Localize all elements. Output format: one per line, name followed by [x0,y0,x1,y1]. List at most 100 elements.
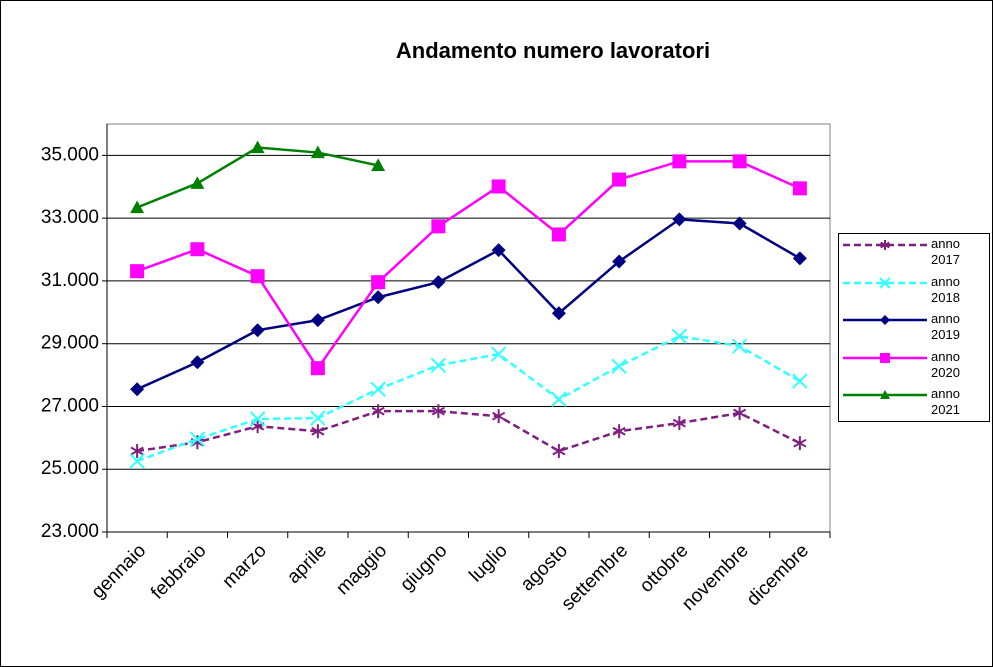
marker-stroke [879,276,891,289]
marker-stroke [551,391,567,407]
data-point [551,227,566,242]
y-tick-label: 23.000 [41,521,99,542]
marker-shape [310,145,325,159]
data-point [430,357,447,374]
marker-stroke [552,446,566,456]
legend: anno 2017 anno 2018 anno 2019 anno 2020 anno… [838,233,990,422]
legend-label: anno 2021 [931,386,960,417]
chart-title: Andamento numero lavoratori [396,38,710,63]
marker-shape [190,176,205,189]
data-point [490,346,507,362]
marker-shape [130,200,145,214]
marker-shape [371,290,386,305]
y-tick-label: 33.000 [41,207,99,228]
data-point [310,361,325,376]
data-point [552,444,566,459]
marker-shape [250,140,265,154]
x-tick-label: maggio [332,540,391,599]
marker-shape [371,158,386,172]
data-point [672,212,687,227]
marker-shape [880,390,890,399]
data-point [491,243,506,258]
data-point [310,410,326,426]
marker-shape [371,275,386,290]
data-point [732,216,747,231]
marker-shape [612,172,627,187]
marker-shape [880,315,890,325]
data-point [130,382,145,397]
x-tick-label: febbraio [147,540,210,603]
marker-stroke [612,426,626,436]
data-point [731,338,748,354]
data-point [672,416,686,431]
data-point [431,275,446,290]
marker-stroke [310,410,326,426]
data-point [311,424,325,439]
data-point [371,404,385,419]
x-tick-label: marzo [219,540,271,592]
marker-stroke [671,328,688,344]
data-point [130,200,145,214]
marker-stroke [611,358,627,374]
data-point [792,181,807,196]
data-point [310,313,325,328]
data-point [733,406,747,421]
data-point [431,404,445,419]
y-tick-label: 27.000 [41,395,99,416]
marker-stroke [731,338,748,354]
x-tick-label: settembre [558,540,633,615]
x-tick-label: aprile [283,540,331,588]
marker-stroke [793,438,807,448]
data-point [310,145,325,159]
data-point [371,158,386,172]
marker-stroke [431,406,445,416]
data-point [792,251,807,266]
marker-shape [732,154,747,169]
data-point [612,254,627,269]
marker-shape [130,264,145,279]
data-point [671,328,688,344]
legend-swatch [843,390,927,399]
legend-entry: anno 2017 [839,236,989,274]
x-tick-label: agosto [517,540,572,595]
legend-entry: anno 2020 [839,349,989,387]
marker-stroke [492,411,506,421]
data-point [551,306,566,321]
marker-shape [672,212,687,227]
marker-shape [431,219,446,234]
legend-label: anno 2020 [931,348,960,380]
data-point [190,176,205,189]
marker-stroke [792,373,808,389]
data-point [492,409,506,424]
marker-stroke [129,453,145,469]
data-point [612,172,627,187]
data-point [491,179,506,194]
data-point [190,242,205,257]
legend-swatch [843,315,927,325]
marker-shape [792,181,807,196]
marker-stroke [371,406,385,416]
marker-shape [672,154,687,169]
legend-label: anno 2019 [931,311,960,342]
data-point [672,154,687,169]
y-tick-label: 25.000 [41,458,99,479]
marker-shape [431,275,446,290]
y-tick-label: 29.000 [41,333,99,354]
marker-shape [491,243,506,258]
marker-shape [612,254,627,269]
marker-stroke [880,241,890,249]
marker-shape [190,355,205,370]
x-tick-label: ottobre [636,540,693,597]
marker-shape [130,382,145,397]
marker-stroke [249,411,266,427]
legend-label: anno 2018 [931,273,960,305]
legend-swatch [843,352,927,363]
data-point [732,154,747,169]
x-tick-label: luglio [465,540,511,586]
legend-swatch [843,240,927,250]
data-point [370,381,386,397]
data-point [551,391,567,407]
legend-entry: anno 2019 [839,311,989,349]
x-tick-label: giugno [396,540,451,595]
